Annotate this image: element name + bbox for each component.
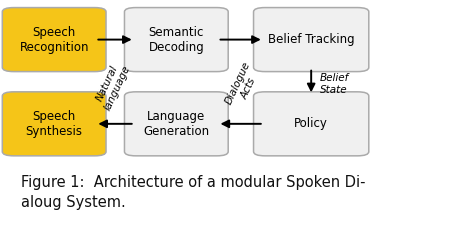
FancyBboxPatch shape xyxy=(2,7,106,72)
Text: Dialogue
Acts: Dialogue Acts xyxy=(224,60,262,111)
Text: Belief Tracking: Belief Tracking xyxy=(268,33,355,46)
Text: Figure 1:  Architecture of a modular Spoken Di-
aloug System.: Figure 1: Architecture of a modular Spok… xyxy=(21,176,365,210)
FancyBboxPatch shape xyxy=(124,92,228,156)
FancyBboxPatch shape xyxy=(124,7,228,72)
Text: Policy: Policy xyxy=(294,117,328,130)
FancyBboxPatch shape xyxy=(2,92,106,156)
FancyBboxPatch shape xyxy=(254,92,369,156)
Text: Belief
State: Belief State xyxy=(319,73,349,95)
FancyBboxPatch shape xyxy=(254,7,369,72)
Text: Natural
language: Natural language xyxy=(92,59,132,113)
Text: Semantic
Decoding: Semantic Decoding xyxy=(148,26,204,54)
Text: Speech
Recognition: Speech Recognition xyxy=(19,26,89,54)
Text: Language
Generation: Language Generation xyxy=(143,110,209,138)
Text: Speech
Synthesis: Speech Synthesis xyxy=(26,110,83,138)
